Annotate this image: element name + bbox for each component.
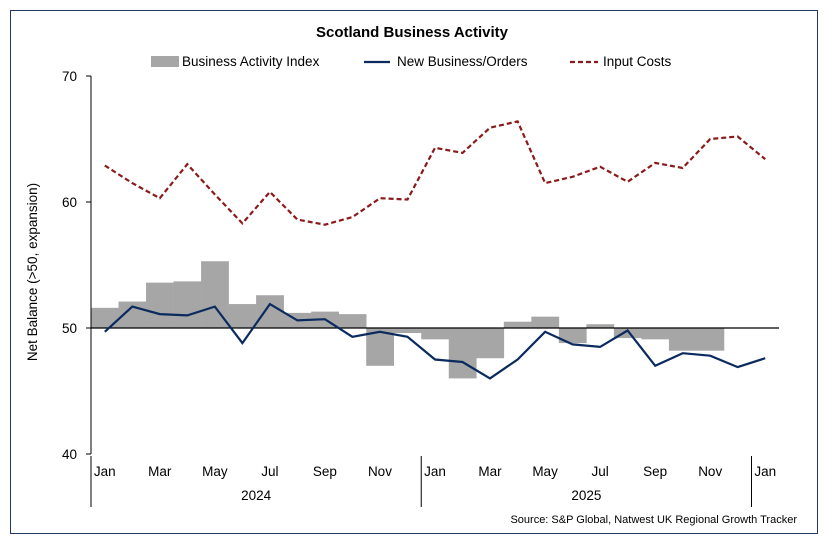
line-input-costs — [104, 120, 766, 226]
bar-business-activity-9 — [338, 314, 367, 328]
y-tick-label-1: 50 — [62, 321, 77, 336]
legend-label-business-activity: Business Activity Index — [182, 54, 320, 69]
chart-frame — [10, 10, 818, 534]
bar-business-activity-0 — [91, 307, 119, 328]
bars-group — [91, 261, 725, 379]
bar-business-activity-18 — [586, 324, 615, 328]
chart-title: Scotland Business Activity — [316, 24, 509, 41]
bar-business-activity-20 — [641, 328, 670, 340]
y-tick-label-3: 70 — [62, 69, 77, 84]
x-tick-label-5: Nov — [368, 464, 392, 479]
x-tick-label-6: Jan — [424, 464, 446, 479]
year-label-2025: 2025 — [571, 488, 601, 503]
legend-label-new-business: New Business/Orders — [397, 54, 528, 69]
bar-business-activity-6 — [256, 295, 284, 328]
bar-business-activity-12 — [421, 328, 450, 340]
bar-business-activity-15 — [503, 321, 532, 328]
legend-label-input-costs: Input Costs — [603, 54, 672, 69]
bar-business-activity-2 — [146, 282, 174, 328]
legend-swatch-business-activity — [151, 56, 179, 67]
year-label-2024: 2024 — [241, 488, 272, 503]
y-axis: 40 50 60 70 — [62, 69, 779, 462]
x-tick-label-3: Jul — [261, 464, 278, 479]
bar-business-activity-3 — [173, 281, 202, 328]
lines-group — [104, 120, 766, 380]
source-note: Source: S&P Global, Natwest UK Regional … — [510, 514, 797, 526]
bar-business-activity-4 — [201, 261, 229, 328]
x-tick-label-7: Mar — [478, 464, 502, 479]
y-tick-label-2: 60 — [62, 195, 77, 210]
x-tick-label-2: May — [202, 464, 228, 479]
bar-business-activity-19 — [613, 328, 642, 339]
x-axis: Jan Mar May Jul Sep Nov Jan Mar May Jul Sep Nov Jan 2… — [90, 456, 776, 507]
x-tick-label-12: Jan — [754, 464, 776, 479]
x-tick-label-10: Sep — [643, 464, 667, 479]
x-tick-label-9: Jul — [591, 464, 608, 479]
bar-business-activity-21 — [668, 328, 697, 351]
bar-business-activity-5 — [228, 304, 257, 328]
x-tick-label-11: Nov — [698, 464, 722, 479]
legend: Business Activity Index New Business/Ord… — [151, 54, 672, 69]
x-tick-label-0: Jan — [94, 464, 116, 479]
bar-business-activity-14 — [476, 328, 505, 359]
bar-business-activity-11 — [393, 328, 422, 334]
bar-business-activity-16 — [531, 316, 560, 328]
x-tick-label-1: Mar — [148, 464, 172, 479]
x-tick-label-8: May — [532, 464, 558, 479]
bar-business-activity-17 — [558, 328, 587, 344]
x-tick-label-4: Sep — [313, 464, 337, 479]
bar-business-activity-13 — [448, 328, 477, 379]
y-axis-label: Net Balance (>50, expansion) — [25, 183, 40, 361]
y-tick-label-0: 40 — [62, 447, 77, 462]
bar-business-activity-22 — [696, 328, 725, 351]
